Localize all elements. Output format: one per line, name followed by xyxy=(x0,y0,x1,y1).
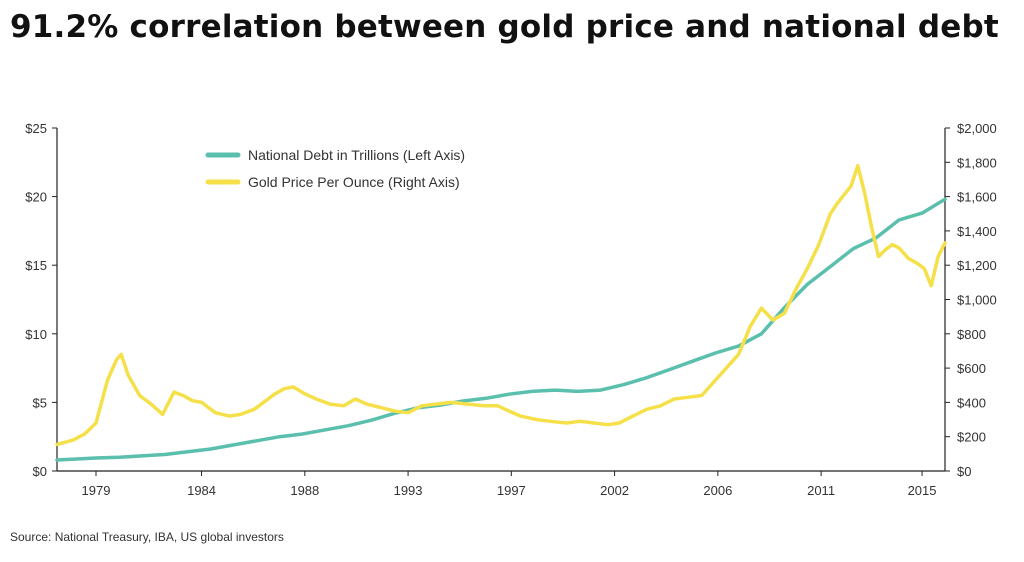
source-note: Source: National Treasury, IBA, US globa… xyxy=(10,530,284,544)
left-tick-label: $10 xyxy=(25,327,47,342)
right-tick-label: $0 xyxy=(957,464,971,479)
x-tick-label: 1988 xyxy=(290,483,319,498)
x-tick-label: 2002 xyxy=(600,483,629,498)
left-tick-label: $5 xyxy=(33,395,47,410)
chart-title: 91.2% correlation between gold price and… xyxy=(10,9,999,45)
left-tick-label: $20 xyxy=(25,190,47,205)
x-tick-label: 1993 xyxy=(394,483,423,498)
debt-series-line xyxy=(55,197,947,462)
left-tick-label: $25 xyxy=(25,121,47,136)
right-tick-label: $1,200 xyxy=(957,258,997,273)
x-tick-label: 1984 xyxy=(187,483,216,498)
x-tick-label: 2011 xyxy=(807,483,835,498)
gold-series-line xyxy=(55,163,947,447)
left-tick-label: $15 xyxy=(25,258,47,273)
legend: National Debt in Trillions (Left Axis) G… xyxy=(205,147,465,190)
x-tick-label: 1997 xyxy=(497,483,526,498)
right-tick-label: $1,400 xyxy=(957,224,997,239)
right-tick-label: $800 xyxy=(957,327,986,342)
right-tick-label: $600 xyxy=(957,361,986,376)
axes-group: $0 $5 $10 $15 $20 $25 $0 $200 $400 $600 $800 $1,000… xyxy=(25,121,996,498)
x-tick-label: 1979 xyxy=(82,483,111,498)
right-tick-label: $1,800 xyxy=(957,155,997,170)
right-tick-label: $1,000 xyxy=(957,293,997,308)
right-tick-label: $2,000 xyxy=(957,121,997,136)
legend-label-debt: National Debt in Trillions (Left Axis) xyxy=(248,147,465,163)
right-tick-label: $400 xyxy=(957,395,986,410)
right-tick-label: $1,600 xyxy=(957,190,997,205)
x-tick-label: 2015 xyxy=(908,483,937,498)
legend-label-gold: Gold Price Per Ounce (Right Axis) xyxy=(248,174,460,190)
left-tick-label: $0 xyxy=(33,464,47,479)
x-tick-label: 2006 xyxy=(703,483,732,498)
right-tick-label: $200 xyxy=(957,430,986,445)
series-group xyxy=(55,163,947,462)
